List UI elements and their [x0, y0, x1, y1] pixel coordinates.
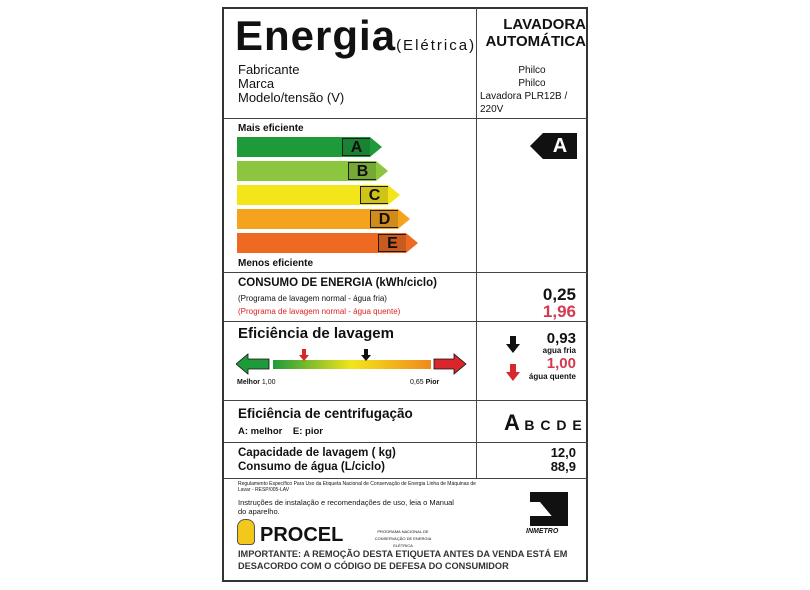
best-label: Melhor: [237, 379, 260, 386]
bar-tip: [370, 137, 382, 157]
wash-scale-best: Melhor 1,00: [237, 379, 276, 386]
best-value: 1,00: [261, 379, 276, 386]
most-efficient-label: Mais eficiente: [238, 123, 304, 134]
spin-best: A: melhor: [238, 426, 283, 437]
rating-letter: A: [543, 133, 577, 159]
capacity-value: 12,0: [550, 445, 576, 460]
label-manufacturer: Fabricante: [238, 62, 300, 77]
efficiency-bar-a: A: [237, 137, 382, 157]
efficiency-bar-e: E: [237, 233, 418, 253]
divider: [223, 400, 588, 401]
procel-bulb-icon: [237, 519, 255, 545]
rating-arrow-icon: [530, 133, 543, 159]
procel-logo: PROCEL: [260, 524, 344, 546]
product-type: LAVADORA AUTOMÁTICA: [478, 16, 586, 50]
bar-tip: [406, 233, 418, 253]
bar-tip: [376, 161, 388, 181]
info-values: Philco Philco Lavadora PLR12B / 220V: [480, 64, 584, 116]
inmetro-label: INMETRO: [526, 528, 559, 535]
spin-rating-letter: A: [504, 410, 520, 435]
bar-letter: A: [342, 138, 370, 156]
divider: [223, 272, 588, 273]
bar-letter: E: [378, 234, 406, 252]
efficiency-bar-d: D: [237, 209, 410, 229]
efficiency-bar-c: C: [237, 185, 400, 205]
wash-arrows: [506, 336, 520, 381]
divider: [223, 118, 588, 119]
cold-consumption-value: 0,25: [542, 285, 576, 304]
water-label: Consumo de água (L/ciclo): [238, 461, 385, 473]
worse-arrow-icon: [433, 353, 467, 375]
spin-rating: A B C D E: [504, 410, 583, 436]
hot-arrow-icon: [506, 364, 520, 381]
subtitle: (Elétrica): [396, 37, 477, 54]
bar-tip: [388, 185, 400, 205]
hot-wash-label: água quente: [528, 372, 576, 381]
spin-legend: A: melhor E: pior: [238, 426, 323, 437]
info-labels: Fabricante Marca Modelo/tensão (V): [238, 63, 344, 105]
spin-efficiency-title: Eficiência de centrifugação: [238, 406, 413, 421]
value-model: Lavadora PLR12B / 220V: [480, 91, 568, 115]
cold-arrow-icon: [506, 336, 520, 353]
bar-letter: B: [348, 162, 376, 180]
cold-program-label: (Programa de lavagem normal - água fria): [238, 294, 387, 303]
instructions-text: Instruções de instalação e recomendações…: [238, 498, 454, 516]
rating-indicator: A: [530, 133, 590, 159]
value-manufacturer: Philco: [518, 65, 546, 76]
efficiency-bar-b: B: [237, 161, 388, 181]
label-brand: Marca: [238, 76, 275, 91]
title: Energia: [235, 12, 397, 59]
bar-letter: D: [370, 210, 398, 228]
spin-other-letters: B C D E: [524, 417, 583, 433]
bar-tip: [398, 209, 410, 229]
wash-efficiency-scale: [236, 349, 467, 375]
inmetro-logo-icon: [530, 492, 568, 526]
procel-subtitle: PROGRAMA NACIONAL DE CONSERVAÇÃO DE ENER…: [374, 529, 432, 548]
label-model: Modelo/tensão (V): [238, 90, 345, 105]
worst-label: Pior: [425, 379, 440, 386]
divider: [476, 8, 477, 478]
spin-worst: E: pior: [292, 426, 323, 437]
divider: [223, 442, 588, 443]
wash-efficiency-title: Eficiência de lavagem: [238, 325, 394, 342]
hot-marker-icon: [299, 349, 309, 361]
consumption-title: CONSUMO DE ENERGIA (kWh/ciclo): [238, 277, 437, 289]
least-efficient-label: Menos eficiente: [238, 258, 314, 269]
cold-wash-value: 0,93: [546, 330, 576, 347]
product-line: LAVADORA: [503, 16, 586, 33]
divider: [223, 321, 588, 322]
worst-value: 0,65: [410, 379, 424, 386]
divider: [223, 478, 588, 479]
bar-letter: C: [360, 186, 388, 204]
hot-wash-value: 1,00: [546, 355, 576, 372]
wash-scale-worst: 0,65 Pior: [410, 379, 439, 386]
better-arrow-icon: [236, 353, 270, 375]
hot-program-label: (Programa de lavagem normal - água quent…: [238, 307, 401, 316]
water-value: 88,9: [550, 459, 576, 474]
hot-consumption-value: 1,96: [542, 302, 576, 321]
cold-wash-label: agua fria: [542, 346, 576, 355]
product-line: AUTOMÁTICA: [485, 33, 586, 50]
value-brand: Philco: [518, 78, 546, 89]
cold-marker-icon: [361, 349, 371, 361]
regulation-text: Regulamento Específico Para Uso da Etiqu…: [238, 481, 476, 493]
energy-label: [222, 7, 588, 582]
header-title: Energia(Elétrica): [235, 12, 476, 60]
gradient-bar: [273, 360, 431, 369]
capacity-label: Capacidade de lavagem ( kg): [238, 447, 396, 459]
warning-text: IMPORTANTE: A REMOÇÃO DESTA ETIQUETA ANT…: [238, 549, 568, 571]
